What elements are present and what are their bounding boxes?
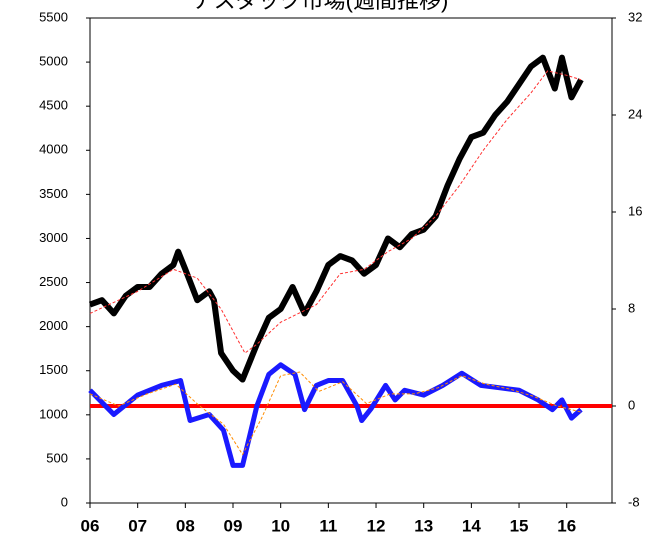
x-tick-label: 07 — [128, 516, 147, 535]
series-line — [89, 371, 582, 455]
y-tick-label: 3500 — [39, 186, 68, 201]
x-tick-label: 10 — [271, 516, 290, 535]
x-tick-label: 14 — [462, 516, 481, 535]
y-tick-label: 0 — [61, 494, 68, 509]
x-tick-label: 09 — [224, 516, 243, 535]
y-tick-label: 2500 — [39, 274, 68, 289]
y-tick-label: 1500 — [39, 362, 68, 377]
series-line — [88, 54, 584, 383]
plot-frame — [89, 17, 613, 504]
y-tick-label: 500 — [46, 450, 68, 465]
y2-tick-label: 0 — [628, 397, 635, 412]
y-tick-label: 2000 — [39, 318, 68, 333]
series-line — [89, 70, 582, 354]
x-tick-label: 12 — [367, 516, 386, 535]
chart-title: ナスダック市場(週間推移) — [192, 0, 449, 13]
x-tick-label: 06 — [81, 516, 100, 535]
y-tick-label: 4500 — [39, 98, 68, 113]
y2-tick-label: 24 — [628, 106, 642, 121]
x-tick-label: 11 — [319, 516, 337, 535]
y-tick-label: 5000 — [39, 54, 68, 69]
x-tick-label: 16 — [557, 516, 576, 535]
y-tick-label: 4000 — [39, 142, 68, 157]
y-tick-label: 3000 — [39, 230, 68, 245]
y-tick-label: 1000 — [39, 406, 68, 421]
y2-tick-label: 16 — [628, 203, 642, 218]
y2-tick-label: 8 — [628, 300, 635, 315]
series-line — [88, 362, 583, 468]
y-tick-label: 5500 — [39, 9, 68, 24]
x-tick-label: 15 — [510, 516, 529, 535]
y2-tick-label: -8 — [628, 494, 640, 509]
x-tick-label: 08 — [176, 516, 195, 535]
x-tick-label: 13 — [414, 516, 433, 535]
y2-tick-label: 32 — [628, 9, 642, 24]
